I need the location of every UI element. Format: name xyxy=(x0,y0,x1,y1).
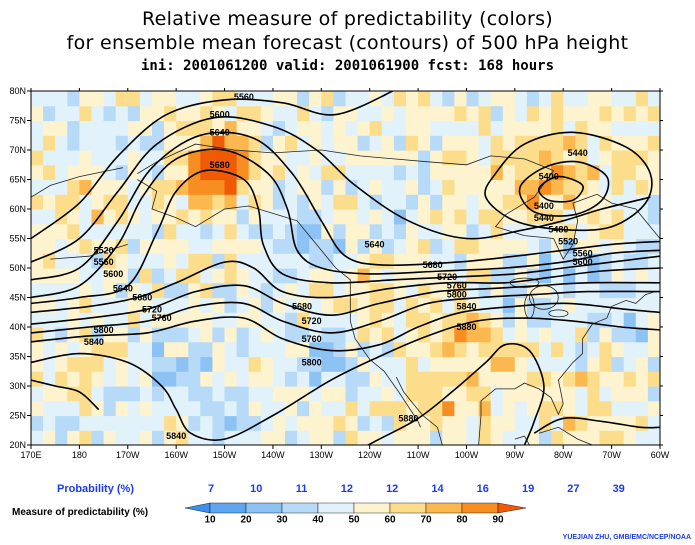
height-contours xyxy=(31,91,660,445)
probability-value: 27 xyxy=(567,483,579,495)
contour-label: 5720 xyxy=(142,304,162,314)
contour-label: 5800 xyxy=(94,325,114,335)
lat-tick-label: 80N xyxy=(9,86,26,96)
lon-tick-label: 170W xyxy=(116,450,140,460)
contour-label: 5840 xyxy=(166,431,186,441)
contour-label: 5680 xyxy=(210,160,230,170)
probability-label: Probability (%) xyxy=(57,483,134,495)
lon-tick-label: 110W xyxy=(407,450,430,460)
probability-value: 10 xyxy=(250,483,262,495)
lat-tick-label: 40N xyxy=(9,322,26,332)
lon-tick-label: 150W xyxy=(213,450,237,460)
contour-label: 5680 xyxy=(132,293,152,303)
lat-tick-label: 70N xyxy=(9,145,26,155)
contour-label: 5560 xyxy=(94,257,114,267)
lon-tick-label: 90W xyxy=(506,450,525,460)
contour-label: 5760 xyxy=(447,281,467,291)
contour-label: 5640 xyxy=(364,239,384,249)
measure-value: 20 xyxy=(240,514,252,525)
measure-value: 90 xyxy=(492,514,504,525)
lat-tick-label: 65N xyxy=(9,175,26,185)
contour-label: 5720 xyxy=(302,316,322,326)
contour-label: 5760 xyxy=(152,313,172,323)
probability-value: 39 xyxy=(613,483,625,495)
contour-label: 5720 xyxy=(437,272,457,282)
lat-tick-label: 45N xyxy=(9,293,26,303)
longitude-axis: 170E 180 170W 160W 150W 140W 130W 120W 110W 100W 9… xyxy=(20,88,670,460)
contour-label: 5600 xyxy=(210,110,230,120)
color-bar xyxy=(184,502,527,514)
measure-value: 80 xyxy=(456,514,468,525)
predictability-color-field xyxy=(31,91,660,445)
lon-tick-label: 130W xyxy=(310,450,334,460)
measure-label: Measure of predictability (%) xyxy=(12,507,148,518)
contour-labels: 5560560056405680552055605600564056805720… xyxy=(84,92,593,441)
lon-tick-label: 170E xyxy=(20,450,41,460)
latitude-axis: 80N 75N 70N 65N 60N 55N 50N 45N 40N 35N 30N 25N 20N xyxy=(9,86,663,450)
color-bar-values: 10 20 30 40 50 60 70 80 90 xyxy=(204,514,504,525)
contour-label: 5760 xyxy=(302,334,322,344)
probability-value: 19 xyxy=(522,483,534,495)
measure-value: 70 xyxy=(420,514,432,525)
measure-value: 10 xyxy=(204,514,216,525)
lat-tick-label: 55N xyxy=(9,234,26,244)
probability-values: 7 10 11 12 12 14 16 19 27 39 xyxy=(208,483,625,495)
contour-label: 5400 xyxy=(534,201,554,211)
contour-label: 5640 xyxy=(210,127,230,137)
credit: YUEJIAN ZHU, GMB/EMC/NCEP/NOAA xyxy=(562,534,691,541)
probability-value: 11 xyxy=(296,483,308,495)
lon-tick-label: 120W xyxy=(358,450,382,460)
contour-label: 5600 xyxy=(573,257,593,267)
contour-label: 5880 xyxy=(398,413,418,423)
title-line-1: Relative measure of predictability (colo… xyxy=(142,8,553,30)
probability-value: 14 xyxy=(431,483,444,495)
contour-label: 5480 xyxy=(548,225,568,235)
contour-label: 5440 xyxy=(534,213,554,223)
probability-value: 12 xyxy=(386,483,398,495)
lon-tick-label: 140W xyxy=(261,450,285,460)
probability-value: 16 xyxy=(477,483,489,495)
title-line-2: for ensemble mean forecast (contours) of… xyxy=(66,32,629,54)
lon-tick-label: 80W xyxy=(554,450,573,460)
lon-tick-label: 160W xyxy=(164,450,188,460)
contour-label: 5560 xyxy=(573,248,593,258)
contour-label: 5400 xyxy=(539,172,559,182)
measure-value: 50 xyxy=(348,514,360,525)
lat-tick-label: 35N xyxy=(9,352,26,362)
contour-label: 5600 xyxy=(103,269,123,279)
contour-label: 5680 xyxy=(423,260,443,270)
contour-label: 5560 xyxy=(234,92,254,102)
contour-label: 5800 xyxy=(447,290,467,300)
contour-label: 5520 xyxy=(558,237,578,247)
lon-tick-label: 100W xyxy=(455,450,479,460)
lat-tick-label: 60N xyxy=(9,204,26,214)
contour-label: 5640 xyxy=(113,284,133,294)
lat-tick-label: 30N xyxy=(9,381,26,391)
contour-label: 5800 xyxy=(302,357,322,367)
measure-value: 30 xyxy=(276,514,288,525)
title-line-3: ini: 2001061200 valid: 2001061900 fcst: … xyxy=(140,58,554,74)
contour-label: 5520 xyxy=(94,245,114,255)
lon-tick-label: 180 xyxy=(72,450,87,460)
lat-tick-label: 20N xyxy=(9,440,26,450)
measure-value: 40 xyxy=(312,514,324,525)
contour-label: 5840 xyxy=(456,301,476,311)
probability-value: 12 xyxy=(341,483,353,495)
contour-label: 5880 xyxy=(456,322,476,332)
measure-value: 60 xyxy=(384,514,396,525)
lon-tick-label: 70W xyxy=(602,450,621,460)
lon-tick-label: 60W xyxy=(651,450,670,460)
lat-tick-label: 50N xyxy=(9,263,26,273)
contour-label: 5840 xyxy=(84,337,104,347)
contour-label: 5440 xyxy=(568,148,588,158)
probability-value: 7 xyxy=(208,483,214,495)
contour-label: 5680 xyxy=(292,301,312,311)
lat-tick-label: 75N xyxy=(9,116,26,126)
lat-tick-label: 25N xyxy=(9,411,26,421)
